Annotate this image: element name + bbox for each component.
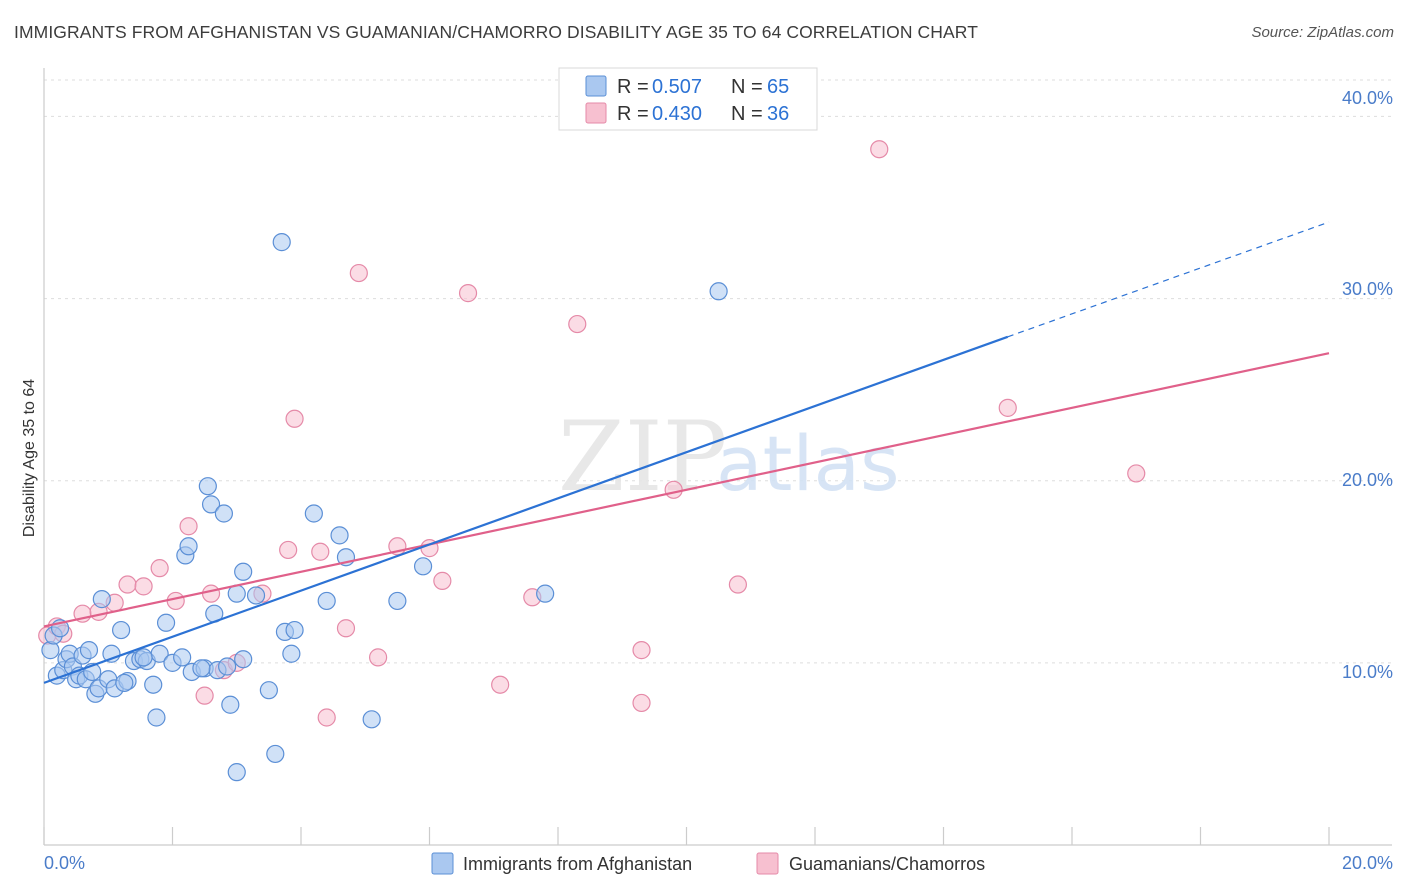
point-guamanians [285, 409, 304, 428]
point-afghanistan [115, 673, 134, 692]
point-afghanistan [317, 591, 336, 611]
legend-n-label: N = [731, 103, 763, 125]
point-afghanistan [330, 526, 349, 545]
point-afghanistan [179, 537, 198, 556]
point-guamanians [150, 559, 169, 578]
point-afghanistan [282, 644, 301, 663]
point-guamanians [195, 686, 214, 705]
point-guamanians [568, 314, 587, 334]
bottom-legend-swatch-pink [756, 852, 779, 875]
x-tick-label-max: 20.0% [1342, 853, 1393, 873]
point-guamanians [728, 575, 748, 594]
point-guamanians [998, 398, 1017, 417]
point-guamanians [134, 577, 153, 596]
point-afghanistan [79, 641, 99, 660]
y-tick-label: 40.0% [1342, 88, 1393, 108]
watermark: ZIP atlas [558, 401, 900, 513]
x-tick-label-min: 0.0% [44, 853, 85, 873]
point-guamanians [491, 675, 510, 694]
trend-lines [43, 221, 1330, 684]
legend-swatch-pink [585, 102, 607, 124]
point-guamanians [317, 708, 336, 727]
legend-r-value: 0.430 [652, 103, 702, 125]
trend-line-afghanistan [43, 335, 1009, 684]
legend-n-value: 36 [767, 103, 789, 125]
correlation-legend: R = 0.507 N = 65 R = 0.430 N = 36 [558, 67, 818, 131]
point-afghanistan [272, 233, 291, 252]
point-afghanistan [259, 681, 278, 700]
point-afghanistan [214, 504, 233, 523]
point-afghanistan [413, 557, 433, 576]
point-afghanistan [246, 586, 266, 605]
point-guamanians [433, 571, 452, 590]
series-legend: Immigrants from Afghanistan Guamanians/C… [431, 852, 985, 875]
y-axis-title: Disability Age 35 to 64 [21, 379, 38, 537]
bottom-legend-label-guamanians: Guamanians/Chamorros [789, 854, 985, 874]
point-afghanistan [201, 495, 221, 514]
point-afghanistan [227, 763, 246, 782]
point-afghanistan [198, 477, 217, 496]
point-afghanistan [362, 710, 381, 729]
point-afghanistan [285, 620, 304, 640]
point-afghanistan [304, 504, 323, 523]
point-guamanians [311, 542, 330, 561]
legend-r-value: 0.507 [652, 76, 702, 98]
point-guamanians [118, 575, 137, 594]
point-guamanians [458, 284, 478, 303]
point-afghanistan [709, 282, 728, 301]
point-guamanians [279, 540, 298, 560]
source-note: Source: ZipAtlas.com [1251, 24, 1394, 41]
point-afghanistan [221, 695, 240, 714]
point-guamanians [349, 263, 368, 283]
y-tick-label: 10.0% [1342, 662, 1393, 682]
legend-n-label: N = [731, 76, 763, 98]
point-afghanistan [92, 590, 111, 609]
watermark-zip: ZIP [558, 401, 727, 513]
y-tick-label: 30.0% [1342, 279, 1393, 299]
point-afghanistan [156, 613, 176, 632]
y-tick-label: 20.0% [1342, 470, 1393, 490]
point-guamanians [870, 140, 889, 159]
trend-line-afghanistan-extension [1007, 221, 1330, 338]
point-afghanistan [111, 620, 131, 640]
point-guamanians [201, 584, 221, 603]
point-afghanistan [144, 675, 163, 694]
chart-title: IMMIGRANTS FROM AFGHANISTAN VS GUAMANIAN… [14, 22, 978, 42]
legend-r-label: R = [617, 76, 649, 98]
point-afghanistan [266, 744, 285, 764]
legend-n-value: 65 [767, 76, 789, 98]
point-afghanistan [147, 708, 166, 727]
point-afghanistan [234, 562, 253, 581]
point-guamanians [1127, 464, 1146, 483]
point-guamanians [632, 693, 651, 713]
legend-r-label: R = [617, 103, 649, 125]
point-afghanistan [234, 650, 253, 669]
bottom-legend-swatch-blue [431, 852, 454, 875]
point-guamanians [179, 517, 198, 536]
legend-swatch-blue [585, 75, 607, 97]
point-afghanistan [218, 657, 237, 676]
point-afghanistan [134, 648, 153, 667]
point-afghanistan [388, 591, 407, 611]
point-afghanistan [173, 648, 192, 667]
point-guamanians [369, 648, 388, 667]
bottom-legend-label-afghanistan: Immigrants from Afghanistan [463, 854, 692, 874]
point-guamanians [166, 591, 185, 611]
point-afghanistan [536, 584, 555, 603]
point-afghanistan [192, 659, 211, 678]
point-guamanians [664, 480, 683, 499]
point-guamanians [632, 641, 651, 660]
trend-line-guamanians [43, 352, 1330, 628]
x-axis-ticks [43, 827, 1330, 845]
point-guamanians [336, 619, 356, 638]
